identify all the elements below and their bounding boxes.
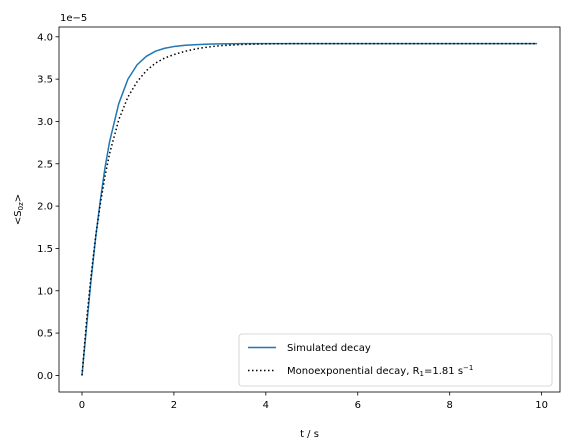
y-offset-label: 1e−5 (60, 13, 87, 24)
legend-label-mono-subscript: 1 (420, 370, 424, 378)
x-tick-label: 10 (535, 400, 548, 411)
legend-label-simulated: Simulated decay (287, 343, 371, 354)
series-line-simulated (81, 42, 538, 376)
y-axis-label-close: > (13, 194, 24, 202)
y-axis-ticks: 0.0 0.5 1.0 1.5 2.0 2.5 3.0 3.5 4.0 (37, 32, 59, 382)
y-tick-label: 0.0 (37, 371, 53, 382)
y-tick-label: 2.0 (37, 202, 53, 213)
legend-label-mono-main: Monoexponential decay, R (287, 366, 420, 377)
y-tick-label: 3.5 (37, 75, 53, 86)
x-tick-label: 2 (171, 400, 177, 411)
y-axis-label: <S0z> (13, 194, 25, 225)
series-layer (81, 42, 538, 376)
x-tick-label: 4 (263, 400, 269, 411)
legend-label-mono-superscript: −1 (463, 364, 473, 372)
y-axis-label-subscript: 0z (17, 202, 25, 210)
x-tick-label: 8 (447, 400, 453, 411)
x-tick-label: 0 (79, 400, 85, 411)
x-axis-label: t / s (300, 429, 319, 440)
plot-frame (58, 26, 561, 393)
y-tick-label: 1.0 (37, 286, 53, 297)
y-tick-label: 3.0 (37, 117, 53, 128)
legend-label-monoexponential: Monoexponential decay, R1=1.81 s−1 (287, 364, 473, 378)
legend-frame (238, 333, 553, 387)
x-tick-label: 6 (355, 400, 361, 411)
legend: Simulated decay Monoexponential decay, R… (238, 333, 553, 387)
legend-label-mono-value: =1.81 s (424, 366, 463, 377)
y-tick-label: 1.5 (37, 244, 53, 255)
y-axis-label-main: <S (13, 210, 24, 225)
y-tick-label: 4.0 (37, 32, 53, 43)
series-line-monoexponential (81, 42, 538, 376)
y-tick-label: 0.5 (37, 329, 53, 340)
x-axis-ticks: 0 2 4 6 8 10 (79, 392, 548, 411)
y-tick-label: 2.5 (37, 159, 53, 170)
